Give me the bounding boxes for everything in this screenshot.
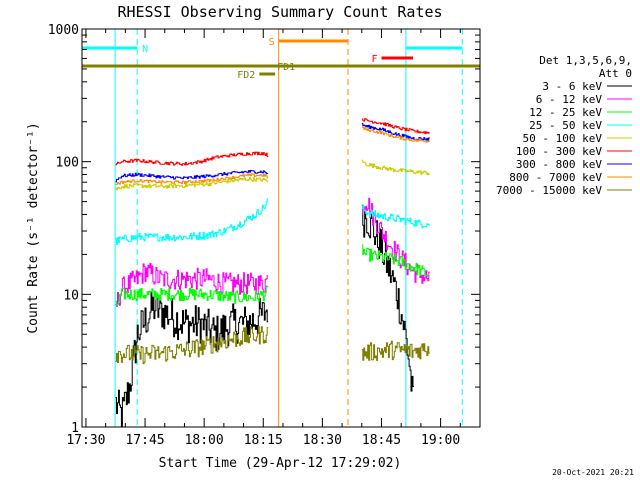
plot-frame: [81, 28, 481, 428]
series-line-0: [115, 291, 269, 428]
legend-entry-label: 300 - 800 keV: [516, 158, 602, 171]
series-line-5: [115, 151, 269, 166]
series-line-3: [115, 198, 269, 245]
state-bar-label: F: [371, 54, 377, 65]
legend-header-line2: Att 0: [599, 67, 632, 80]
series-line-1: [115, 263, 269, 307]
axes-layer: 17:30 17:45 18:00 18:15 18:30 18:45 19:00 1 10 10…: [48, 23, 481, 448]
legend-entry-label: 100 - 300 keV: [516, 145, 602, 158]
legend-entry-label: 50 - 100 keV: [523, 132, 603, 145]
y-tick-label: 10: [63, 288, 79, 303]
chart-title: RHESSI Observing Summary Count Rates: [117, 3, 442, 21]
x-tick-label: 18:00: [185, 433, 224, 448]
x-tick-label: 19:00: [421, 433, 460, 448]
series-line-2: [361, 244, 430, 277]
series-line-8: [361, 340, 430, 361]
legend-entry-label: 6 - 12 keV: [536, 93, 603, 106]
series-layer: [115, 118, 430, 428]
footer-timestamp: 20-Oct-2021 20:21: [552, 468, 634, 477]
series-line-5: [361, 118, 430, 135]
state-bar-label: FD2: [237, 70, 255, 81]
legend-entry-label: 12 - 25 keV: [529, 106, 602, 119]
legend-header-line1: Det 1,3,5,6,9,: [539, 54, 632, 67]
legend-entry-label: 25 - 50 keV: [529, 119, 602, 132]
annotation-layer: N S F FD1 FD2: [82, 29, 480, 427]
legend-entry-label: 7000 - 15000 keV: [496, 184, 602, 197]
x-tick-label: 17:45: [125, 433, 164, 448]
legend-entry-label: 800 - 7000 keV: [509, 171, 602, 184]
series-line-6: [115, 169, 269, 183]
series-line-3: [361, 204, 430, 229]
x-tick-label: 17:30: [66, 433, 105, 448]
x-tick-label: 18:30: [303, 433, 342, 448]
y-axis-label: Count Rate (s⁻¹ detector⁻¹): [26, 122, 41, 333]
series-line-7: [115, 173, 269, 185]
state-bar-label: S: [269, 37, 275, 48]
series-line-4: [361, 159, 430, 176]
y-tick-label: 100: [56, 156, 79, 171]
x-tick-label: 18:15: [244, 433, 283, 448]
state-bar-label: N: [142, 44, 148, 55]
legend-entry-label: 3 - 6 keV: [542, 80, 602, 93]
series-line-2: [115, 285, 269, 306]
x-tick-label: 18:45: [362, 433, 401, 448]
series-line-4: [115, 177, 269, 191]
state-bar-label: FD1: [277, 62, 295, 73]
y-tick-label: 1000: [48, 23, 79, 38]
y-tick-label: 1: [71, 421, 79, 436]
series-line-7: [361, 126, 430, 143]
x-axis-label: Start Time (29-Apr-12 17:29:02): [159, 456, 402, 471]
series-line-8: [115, 326, 269, 365]
